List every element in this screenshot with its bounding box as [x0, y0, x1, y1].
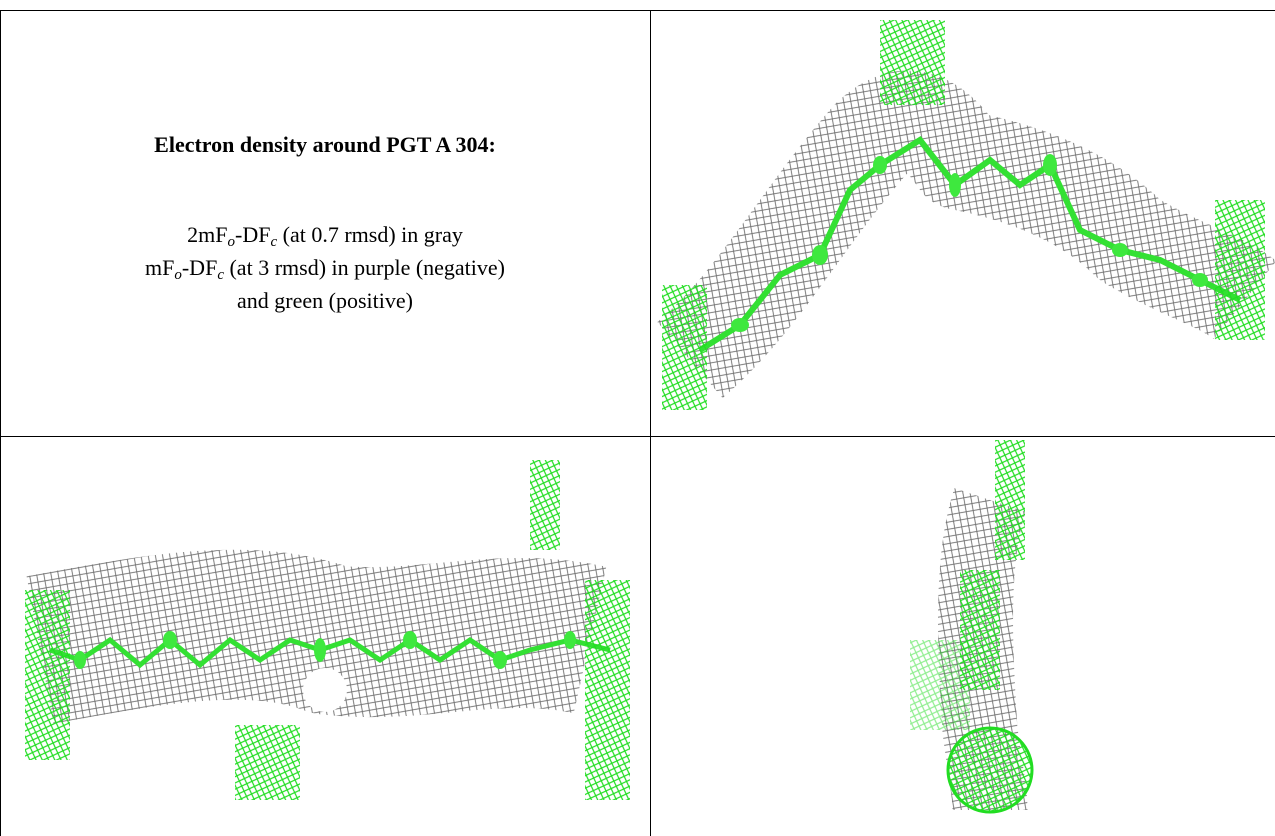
text: mF — [145, 255, 175, 280]
caption-line: and green (positive) — [0, 284, 650, 317]
subscript: c — [270, 234, 278, 250]
table-borders — [0, 10, 1275, 836]
subscript: c — [217, 267, 224, 283]
density-view-3 — [910, 440, 1034, 814]
caption: 2mFo-DFc (at 0.7 rmsd) in gray mFo-DFc (… — [0, 218, 650, 317]
subscript: o — [174, 267, 182, 283]
density-view-1 — [656, 20, 1275, 410]
text: -DF — [181, 255, 218, 280]
title: Electron density around PGT A 304: — [154, 132, 496, 157]
text: and green (positive) — [237, 288, 413, 313]
caption-line: 2mFo-DFc (at 0.7 rmsd) in gray — [0, 218, 650, 251]
subscript: o — [227, 234, 236, 250]
caption-line: mFo-DFc (at 3 rmsd) in purple (negative) — [0, 251, 650, 284]
text: 2mF — [187, 222, 228, 247]
text: (at 0.7 rmsd) in gray — [277, 222, 463, 247]
density-view-2 — [25, 460, 630, 800]
text: (at 3 rmsd) in purple (negative) — [223, 255, 505, 280]
caption-cell: Electron density around PGT A 304: 2mFo-… — [0, 10, 650, 436]
text: -DF — [235, 222, 271, 247]
